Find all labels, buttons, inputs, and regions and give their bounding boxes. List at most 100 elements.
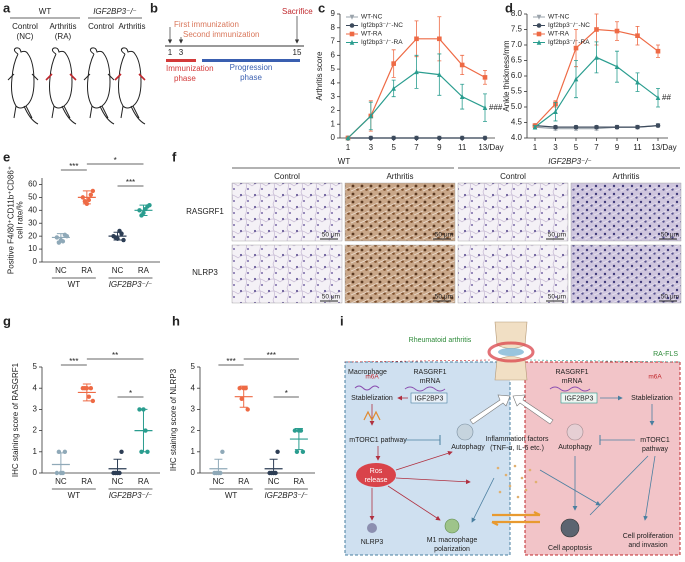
condition-label: Arthritis <box>49 22 76 31</box>
data-point <box>655 48 661 54</box>
y-tick-label: 50 <box>28 192 37 201</box>
diagram-label: (TNF-α, IL-6 etc.) <box>490 445 544 452</box>
panel-b: First immunization Second immunization S… <box>165 7 313 83</box>
data-point <box>635 79 640 85</box>
data-point <box>414 69 419 75</box>
significance-label: *** <box>126 178 135 187</box>
genotype-label: WT <box>338 157 351 166</box>
data-point <box>635 124 640 130</box>
significance-label: * <box>129 389 132 398</box>
chart: 0 1 2 3 4 5 IHC staining score of RASGRF1 NC RA N… <box>11 351 160 500</box>
y-tick-label: 4.5 <box>511 118 523 127</box>
diagram-label: Stablelization <box>351 395 393 402</box>
data-point <box>90 398 96 404</box>
sd-bar <box>239 385 248 408</box>
y-tick-label: 40 <box>28 205 37 214</box>
micrograph <box>570 182 682 242</box>
data-point <box>90 188 96 194</box>
diagram-label: M1 macrophage <box>427 537 478 544</box>
x-tick-label: RA <box>138 266 150 275</box>
x-tick-label: NC <box>268 477 280 486</box>
row-label: RASGRF1 <box>186 207 224 216</box>
significance-label: * <box>285 389 288 398</box>
x-tick-label: 3 <box>553 143 558 152</box>
y-tick-label: 4.0 <box>511 133 523 142</box>
sd-bar <box>82 190 91 205</box>
legend-label: WT-RA <box>361 31 383 38</box>
guide-line <box>529 359 681 363</box>
x-tick-label: NC <box>112 477 124 486</box>
data-point <box>119 449 124 454</box>
y-tick-label: 5 <box>33 362 38 371</box>
data-point <box>237 386 242 391</box>
mrna <box>549 386 591 392</box>
chart: 0 1 2 3 4 5 6 7 8 9 Arthritis score 1 3 5 7 9 11 13/Day WT… <box>315 9 504 152</box>
chart: 0 1 2 3 4 5 IHC staining score of NLRP3 NC RA NC R… <box>169 351 315 500</box>
data-point <box>553 108 558 114</box>
condition-label: Control <box>274 172 300 181</box>
data-point <box>594 124 599 130</box>
significance-label: *** <box>69 357 78 366</box>
data-point <box>86 197 92 203</box>
phase-label: phase <box>240 73 262 82</box>
data-point <box>482 104 488 110</box>
group-label: IGF2BP3⁻/⁻ <box>93 7 137 16</box>
data-point <box>459 93 465 99</box>
y-tick-label: 6 <box>331 50 336 59</box>
arrow <box>395 450 453 471</box>
data-point <box>239 396 244 401</box>
condition-label: Arthritis <box>612 172 639 181</box>
scale-bar-label: 50 μm <box>435 294 453 301</box>
micrograph <box>457 182 569 242</box>
timeline-tick: 15 <box>293 48 302 57</box>
x-tick-label: RA <box>238 477 250 486</box>
data-point <box>655 123 661 128</box>
x-tick-label: 7 <box>594 143 599 152</box>
y-tick-label: 4 <box>331 78 336 87</box>
annotation: ### <box>489 103 503 112</box>
data-point <box>391 85 396 91</box>
group-label: WT <box>68 280 81 289</box>
diagram-label: polarization <box>434 546 470 553</box>
data-point <box>88 386 94 391</box>
legend-label: Igf2bp3⁻/⁻-NC <box>361 22 403 29</box>
scale-bar-label: 50 μm <box>435 232 453 239</box>
data-point <box>573 124 579 130</box>
progression-bar <box>202 59 300 62</box>
y-axis-label: cell rate/% <box>16 201 25 238</box>
y-tick-label: 4 <box>191 383 196 392</box>
inhibit <box>589 455 649 516</box>
immunization-bar <box>166 59 196 62</box>
receptor <box>363 410 381 422</box>
data-point <box>82 199 88 204</box>
data-point <box>294 449 300 454</box>
y-tick-label: 10 <box>28 244 37 253</box>
timeline-label: Sacrifice <box>282 7 313 16</box>
data-point <box>437 135 442 141</box>
diagram-label: IGF2BP3 <box>565 395 594 402</box>
x-tick-label: 13/Day <box>651 143 676 152</box>
x-tick-label: 3 <box>369 143 374 152</box>
arrow <box>471 477 495 523</box>
timeline-label: First immunization <box>174 20 239 29</box>
diagram-label: release <box>365 477 388 484</box>
data-point <box>437 71 442 77</box>
data-point <box>414 135 419 141</box>
data-point <box>245 407 250 412</box>
timeline-label: Second immunization <box>183 30 259 39</box>
diagram-label: Cell apoptosis <box>548 545 592 552</box>
data-point <box>437 36 442 42</box>
y-tick-label: 0 <box>191 468 196 477</box>
diagram-label: and invasion <box>628 542 667 549</box>
legend-label: WT-RA <box>548 31 570 38</box>
diagram-label: IGF2BP3 <box>415 395 444 402</box>
arrow <box>387 485 441 521</box>
data-point <box>614 124 620 130</box>
significance-label: ** <box>112 351 118 360</box>
data-point <box>594 27 599 32</box>
data-point <box>459 62 465 68</box>
arrow <box>539 469 601 506</box>
y-tick-label: 6.0 <box>511 71 523 80</box>
x-tick-label: RA <box>293 477 305 486</box>
nlrp3-icon <box>367 523 377 533</box>
